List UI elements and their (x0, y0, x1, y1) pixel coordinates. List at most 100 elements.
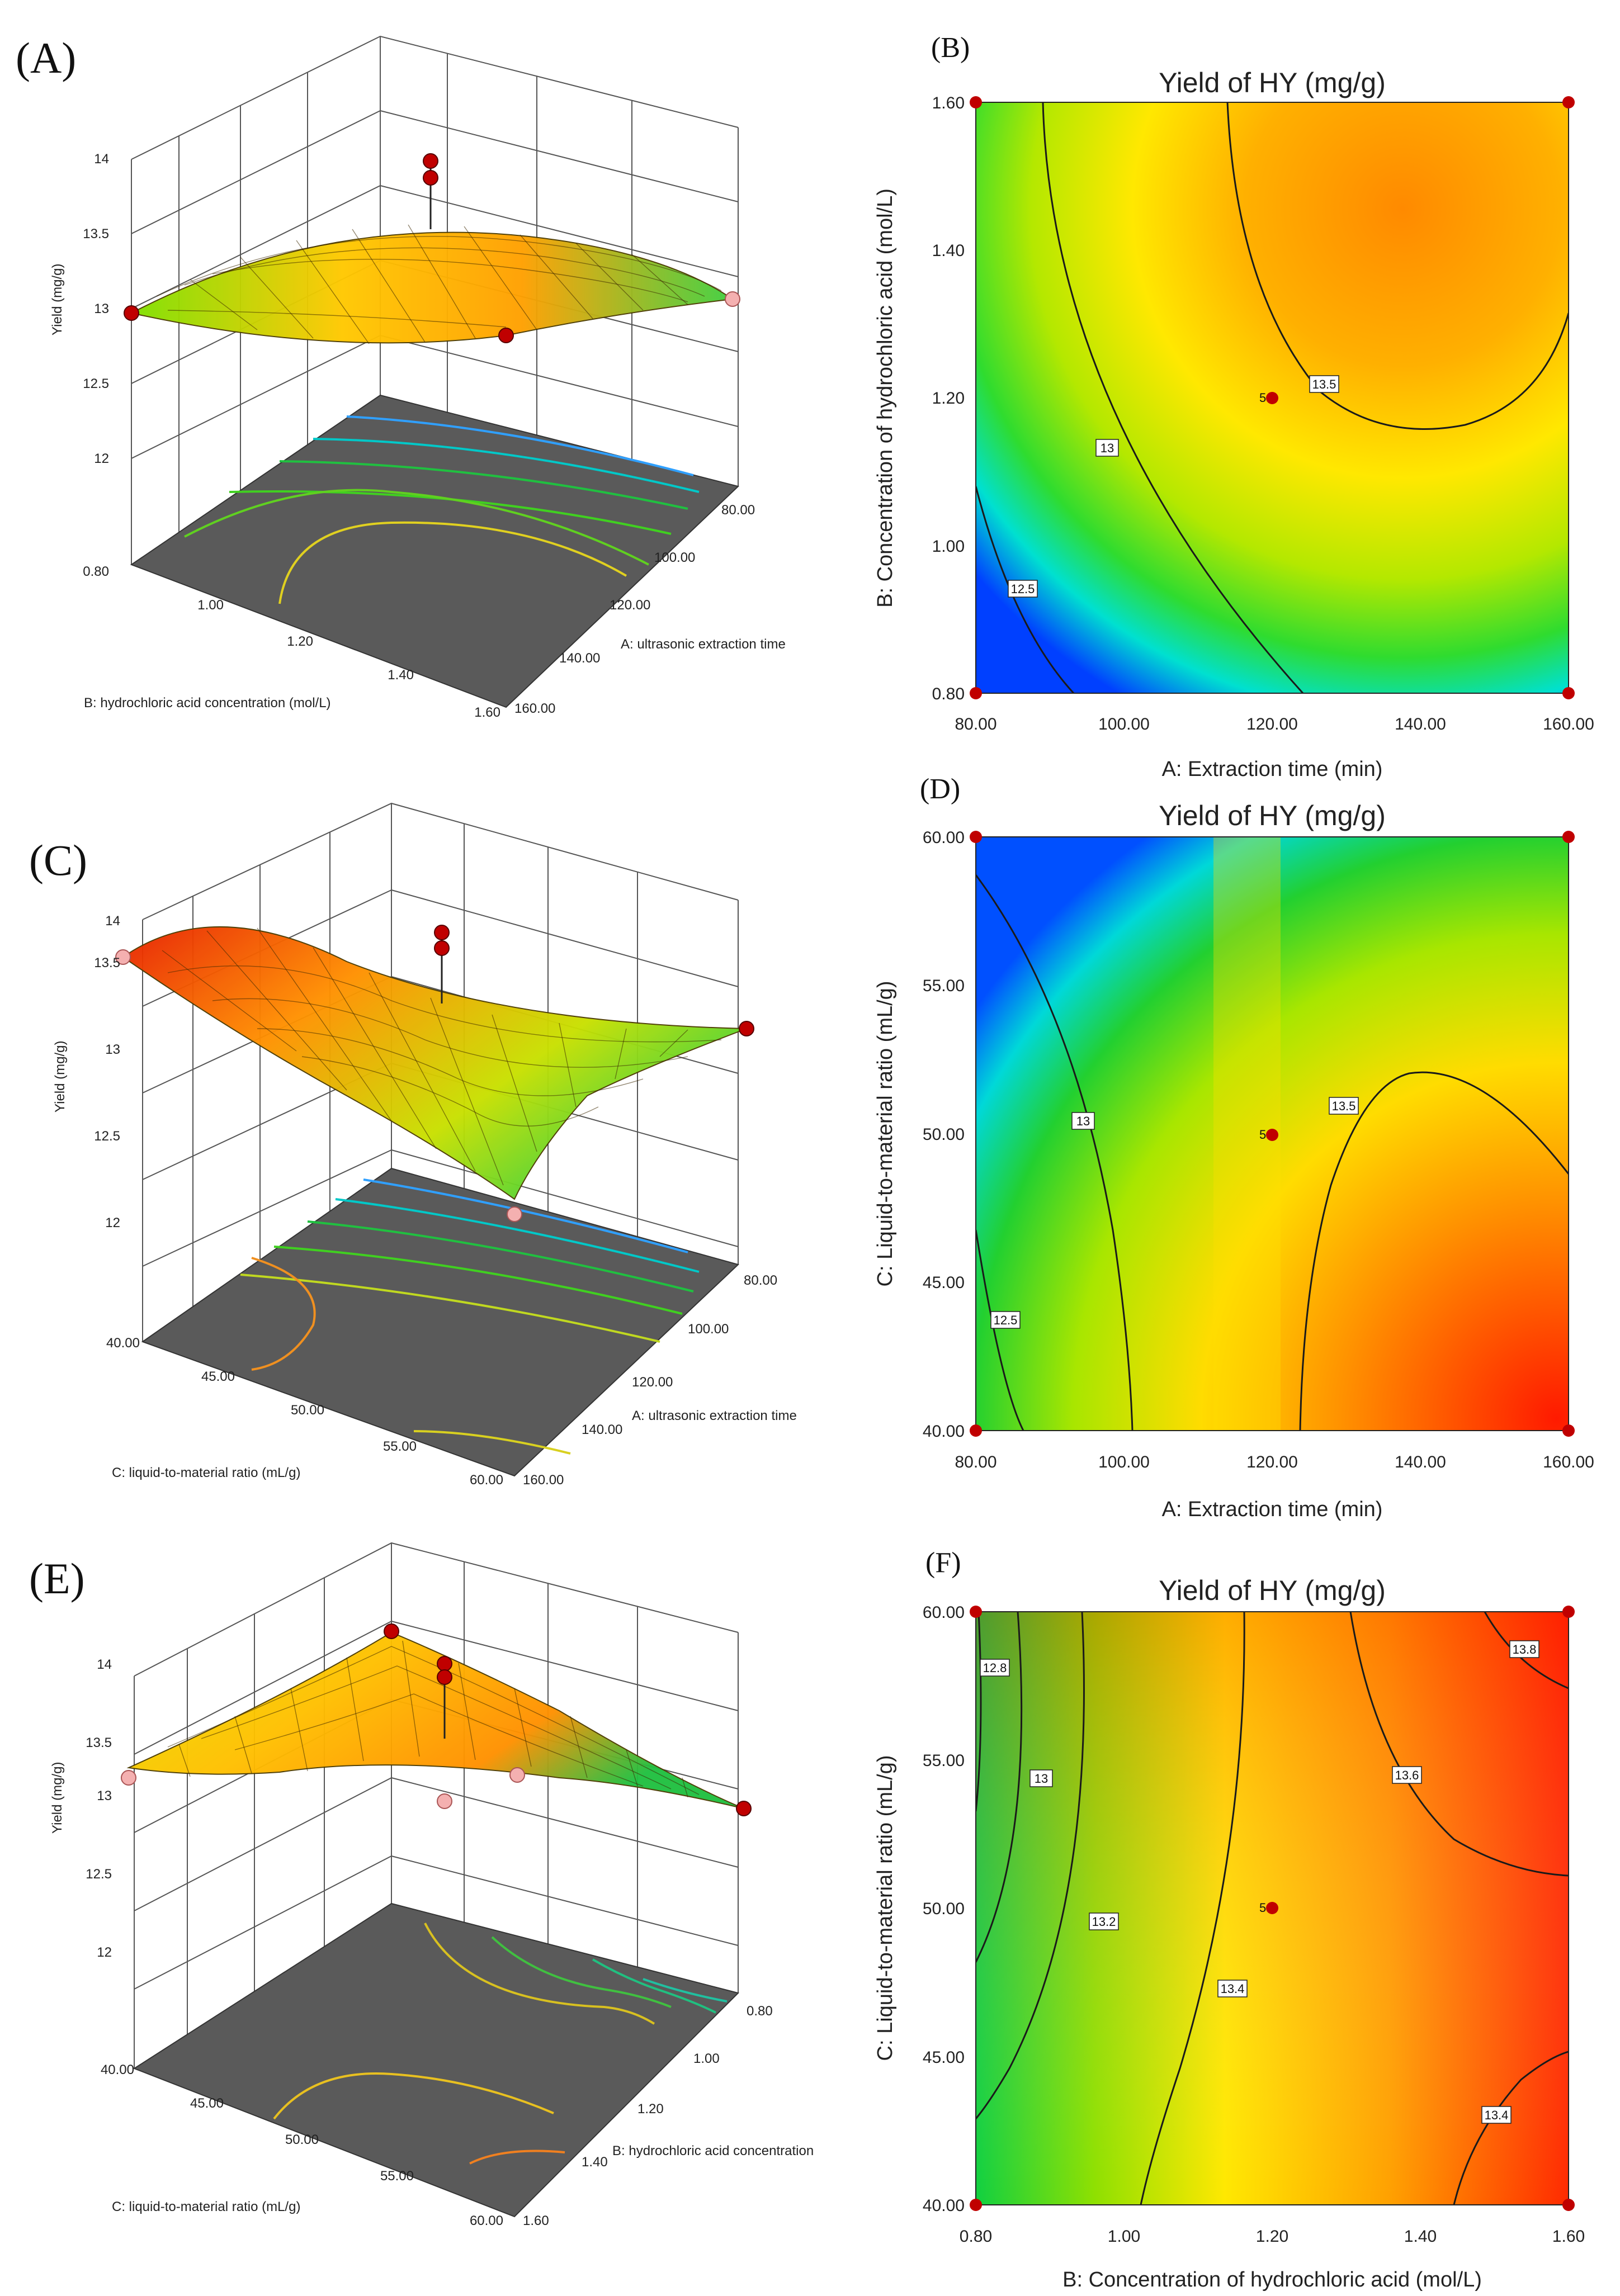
contour-labels-f: 12.8 13 13.2 13.4 13.6 13.8 13.4 (980, 1640, 1539, 2124)
svg-text:45.00: 45.00 (190, 2096, 224, 2111)
svg-text:5: 5 (1259, 391, 1266, 405)
svg-text:13.4: 13.4 (1221, 1982, 1245, 1996)
svg-text:50.00: 50.00 (291, 1403, 324, 1418)
svg-text:40.00: 40.00 (106, 1336, 140, 1351)
svg-text:13: 13 (1035, 1772, 1048, 1786)
svg-text:60.00: 60.00 (923, 829, 965, 847)
z-ticks-e: 12 12.5 13 13.5 14 (86, 1657, 112, 1960)
svg-text:120.00: 120.00 (632, 1375, 673, 1390)
design-points-b: 5 (970, 96, 1575, 699)
svg-text:13.5: 13.5 (83, 226, 109, 242)
svg-text:45.00: 45.00 (923, 2048, 965, 2067)
svg-text:55.00: 55.00 (383, 1439, 417, 1454)
panel-label-e: (E) (29, 1554, 85, 1603)
surface-mesh-a (156, 224, 722, 344)
svg-text:40.00: 40.00 (923, 2196, 965, 2215)
svg-text:13.5: 13.5 (86, 1735, 112, 1750)
svg-text:50.00: 50.00 (285, 2132, 319, 2147)
svg-text:12.5: 12.5 (83, 376, 109, 391)
svg-text:60.00: 60.00 (470, 1473, 503, 1488)
contour-line-f-13.4b (1453, 2051, 1569, 2205)
z-axis-title-c: Yield (mg/g) (53, 1041, 68, 1113)
svg-text:12: 12 (97, 1945, 112, 1960)
svg-text:12.8: 12.8 (983, 1661, 1007, 1675)
svg-text:40.00: 40.00 (101, 2062, 134, 2077)
svg-text:1.60: 1.60 (1552, 2227, 1585, 2246)
svg-text:120.00: 120.00 (1246, 1453, 1298, 1471)
contour-plot-b: Yield of HY (mg/g) 12.5 13 13.5 5 80.00 … (873, 67, 1594, 781)
svg-text:13.2: 13.2 (1092, 1915, 1116, 1929)
svg-text:100.00: 100.00 (654, 550, 695, 565)
contour-line-f-13.2 (976, 1612, 1085, 2119)
panel-label-c: (C) (29, 836, 87, 884)
surface-plot-a: Yield (mg/g) 12 12.5 13 13.5 14 0.80 1.0… (50, 35, 786, 720)
svg-text:40.00: 40.00 (923, 1422, 965, 1441)
x-ticks-c: 80.00 100.00 120.00 140.00 160.00 (523, 1273, 777, 1488)
surface-mesh-c (162, 927, 722, 1186)
svg-text:13.4: 13.4 (1485, 2108, 1509, 2122)
contour-line-f-13.6 (1349, 1612, 1569, 1877)
contour-line-f-12.8 (976, 1612, 982, 1812)
svg-text:12: 12 (94, 451, 109, 466)
panel-label-f: (F) (925, 1547, 961, 1579)
svg-text:1.20: 1.20 (1256, 2227, 1288, 2246)
svg-text:1.20: 1.20 (637, 2101, 664, 2117)
contour-line-d-13.5 (1299, 1071, 1569, 1431)
svg-text:0.80: 0.80 (960, 2227, 992, 2246)
svg-text:140.00: 140.00 (559, 651, 600, 666)
y-axis-title-e: C: liquid-to-material ratio (mL/g) (112, 2199, 300, 2214)
y-ticks-e: 40.00 45.00 50.00 55.00 60.00 (101, 2062, 503, 2228)
x-axis-title-c: A: ultrasonic extraction time (632, 1408, 797, 1423)
svg-text:100.00: 100.00 (1098, 715, 1150, 733)
floor-contours-a (184, 415, 700, 604)
svg-text:5: 5 (1259, 1901, 1266, 1915)
svg-text:100.00: 100.00 (1098, 1453, 1150, 1471)
contour-line-f-13 (976, 1612, 1023, 1963)
x-axis-title-b: A: Extraction time (min) (1162, 758, 1383, 781)
x-axis-title-d: A: Extraction time (min) (1162, 1498, 1383, 1521)
svg-text:50.00: 50.00 (923, 1125, 965, 1144)
contour-plot-f: Yield of HY (mg/g) 12.8 13 13.2 13.4 13.… (873, 1575, 1585, 2292)
svg-text:50.00: 50.00 (923, 1900, 965, 1918)
response-surface-c (122, 926, 747, 1200)
y-axis-title-c: C: liquid-to-material ratio (mL/g) (112, 1465, 300, 1480)
contour-line-d-13 (976, 874, 1133, 1431)
z-axis-title-a: Yield (mg/g) (50, 264, 65, 335)
plot-frame-f (975, 1611, 1569, 2205)
svg-text:1.40: 1.40 (932, 242, 965, 260)
svg-text:140.00: 140.00 (582, 1422, 622, 1437)
svg-text:0.80: 0.80 (83, 564, 109, 579)
svg-text:60.00: 60.00 (470, 2213, 503, 2228)
svg-text:100.00: 100.00 (688, 1322, 729, 1337)
panel-label-b: (B) (931, 32, 970, 64)
svg-text:14: 14 (94, 152, 109, 167)
title-b: Yield of HY (mg/g) (1159, 67, 1386, 98)
svg-text:12.5: 12.5 (994, 1313, 1018, 1327)
contour-labels-d: 12.5 13 13.5 (990, 1097, 1359, 1329)
panel-label-d: (D) (920, 773, 960, 805)
title-d: Yield of HY (mg/g) (1159, 800, 1386, 831)
svg-text:1.20: 1.20 (287, 634, 313, 649)
svg-text:1.60: 1.60 (523, 2213, 549, 2228)
svg-text:55.00: 55.00 (380, 2169, 414, 2184)
title-f: Yield of HY (mg/g) (1159, 1575, 1386, 1606)
surface-plot-e: Yield (mg/g) 12 12.5 13 13.5 14 40.00 45… (50, 1542, 814, 2228)
svg-text:14: 14 (105, 913, 120, 929)
y-axis-title-b: B: Concentration of hydrochloric acid (m… (873, 188, 897, 608)
svg-text:13.6: 13.6 (1395, 1768, 1419, 1782)
svg-text:12.5: 12.5 (1011, 582, 1035, 596)
design-points-c (115, 925, 754, 1222)
contour-line-b-13 (1042, 102, 1304, 693)
contour-plot-d: Yield of HY (mg/g) 12.5 13 13.5 5 80.00 (873, 800, 1594, 1521)
svg-text:45.00: 45.00 (201, 1369, 235, 1384)
svg-text:80.00: 80.00 (955, 715, 996, 733)
x-ticks-b: 80.00 100.00 120.00 140.00 160.00 (955, 715, 1594, 733)
svg-text:60.00: 60.00 (923, 1603, 965, 1622)
y-ticks-b: 0.80 1.00 1.20 1.40 1.60 (932, 94, 965, 703)
z-axis-title-e: Yield (mg/g) (50, 1762, 65, 1834)
contour-labels-b: 12.5 13 13.5 (1008, 375, 1339, 598)
plot-frame-d (975, 836, 1569, 1431)
svg-text:1.40: 1.40 (1404, 2227, 1437, 2246)
svg-text:120.00: 120.00 (1246, 715, 1298, 733)
contour-line-d-12.5 (976, 1229, 1024, 1431)
